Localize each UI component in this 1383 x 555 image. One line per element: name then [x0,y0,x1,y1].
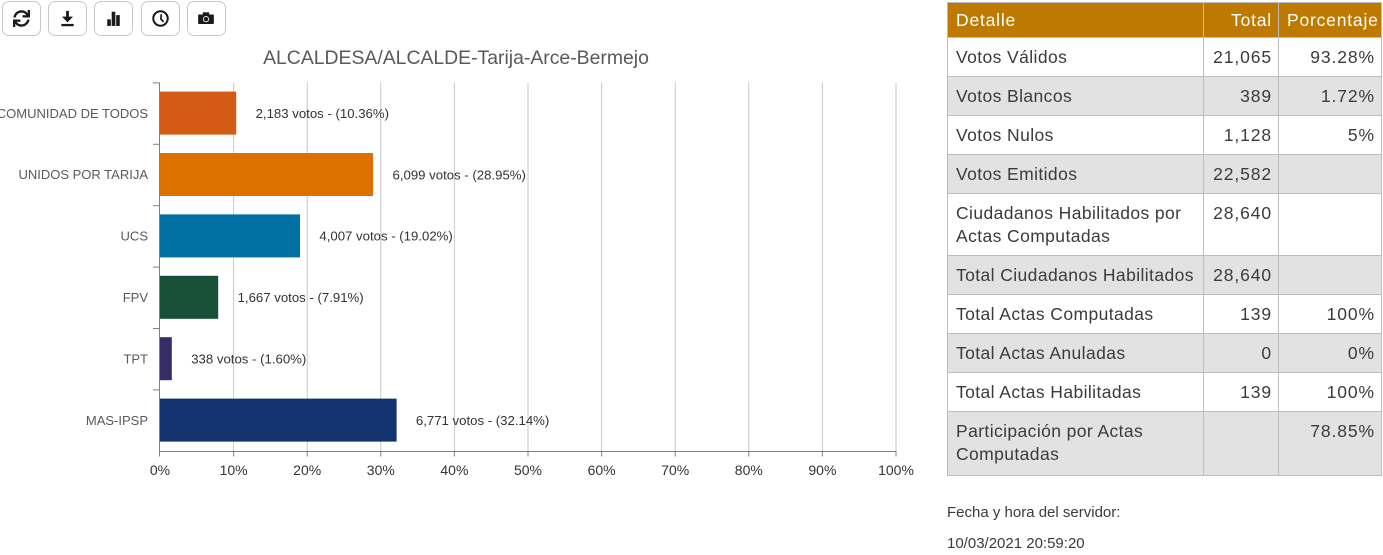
svg-text:FPV: FPV [123,290,149,305]
svg-text:10%: 10% [220,462,248,478]
svg-text:0%: 0% [150,462,170,478]
svg-text:60%: 60% [588,462,616,478]
svg-text:40%: 40% [440,462,468,478]
svg-text:6,099 votos - (28.95%): 6,099 votos - (28.95%) [393,167,526,182]
svg-text:COMUNIDAD DE TODOS: COMUNIDAD DE TODOS [0,106,148,121]
svg-text:UNIDOS POR TARIJA: UNIDOS POR TARIJA [18,167,148,182]
svg-text:ALCALDESA/ALCALDE-Tarija-Arce-: ALCALDESA/ALCALDE-Tarija-Arce-Bermejo [263,47,649,69]
svg-text:2,183 votos - (10.36%): 2,183 votos - (10.36%) [256,106,389,121]
svg-text:20%: 20% [293,462,321,478]
svg-text:80%: 80% [735,462,763,478]
svg-text:50%: 50% [514,462,542,478]
svg-text:6,771 votos - (32.14%): 6,771 votos - (32.14%) [416,413,549,428]
svg-text:TPT: TPT [123,351,148,366]
svg-text:70%: 70% [661,462,689,478]
svg-text:1,667 votos - (7.91%): 1,667 votos - (7.91%) [238,290,364,305]
svg-text:90%: 90% [808,462,836,478]
svg-text:MAS-IPSP: MAS-IPSP [86,413,148,428]
svg-text:30%: 30% [367,462,395,478]
svg-text:338 votos - (1.60%): 338 votos - (1.60%) [191,352,306,367]
svg-text:UCS: UCS [121,229,149,244]
svg-text:100%: 100% [878,462,914,478]
svg-text:4,007 votos - (19.02%): 4,007 votos - (19.02%) [319,229,452,244]
